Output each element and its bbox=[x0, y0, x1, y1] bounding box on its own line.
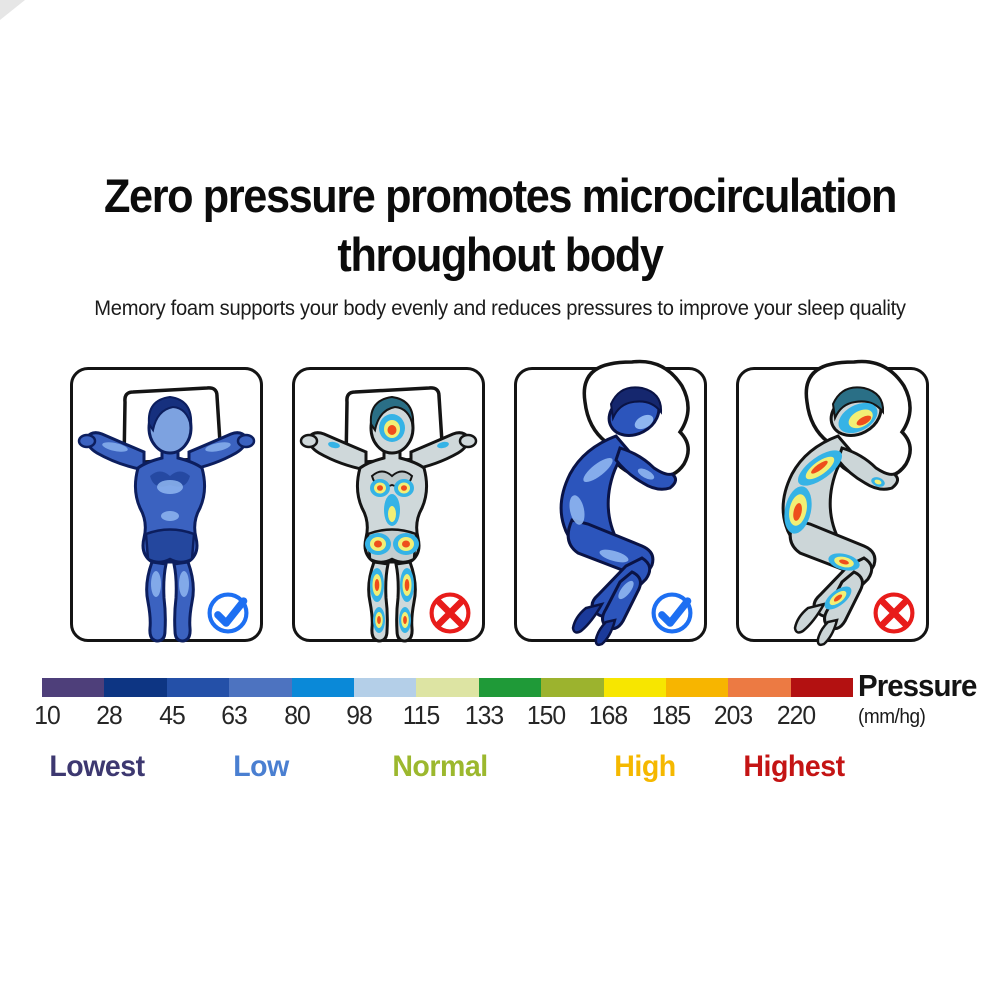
body-figure-back-even-pressure-illustration bbox=[77, 386, 256, 643]
pressure-tick-value: 63 bbox=[221, 700, 248, 730]
body-figure-back-hotspots-illustration bbox=[299, 386, 478, 643]
colorbar-segment bbox=[478, 678, 542, 697]
pressure-tick-value: 98 bbox=[346, 700, 373, 730]
pressure-tick-value: 220 bbox=[776, 700, 815, 730]
pressure-scale: 10 28 45 63 80 98 115 133 150 168 185 203 220 bbox=[34, 678, 854, 730]
pressure-unit-text: (mm/hg) bbox=[858, 706, 926, 728]
colorbar-segment bbox=[603, 678, 666, 697]
title-line-1: Zero pressure promotes microcirculation bbox=[103, 169, 897, 222]
verdict-badge bbox=[427, 590, 473, 636]
verdict-badge bbox=[871, 590, 917, 636]
pressure-category-label: Highest bbox=[743, 750, 845, 783]
colorbar-segment bbox=[42, 678, 105, 697]
pressure-tick-row: 10 28 45 63 80 98 115 133 150 168 185 203 220 bbox=[34, 697, 853, 730]
pressure-tick-value: 45 bbox=[158, 700, 186, 730]
panel-back-hotspots bbox=[292, 367, 485, 643]
colorbar-segment bbox=[790, 678, 854, 697]
colorbar-segment bbox=[728, 678, 791, 697]
pressure-tick-value: 80 bbox=[283, 700, 311, 730]
pressure-colorbar bbox=[42, 678, 854, 697]
panel-side-hotspots bbox=[736, 359, 929, 647]
pressure-tick-value: 168 bbox=[589, 700, 628, 730]
pressure-tick-value: 185 bbox=[651, 700, 691, 730]
pressure-hotspots bbox=[784, 402, 885, 610]
pressure-tick-value: 203 bbox=[714, 700, 753, 730]
colorbar-segment bbox=[353, 678, 417, 697]
panel-side-even-pressure bbox=[514, 359, 707, 647]
verdict-badge bbox=[649, 590, 695, 636]
pressure-tick-value: 28 bbox=[96, 700, 124, 730]
pressure-hotspots bbox=[328, 414, 449, 633]
pressure-category-label: High bbox=[614, 750, 677, 783]
pressure-category-row: Lowest Low Normal High Highest bbox=[42, 750, 853, 784]
panel-back-even-pressure bbox=[70, 367, 263, 643]
colorbar-segment bbox=[104, 678, 167, 697]
colorbar-segment bbox=[229, 678, 292, 697]
corner-cut-decoration bbox=[0, 0, 25, 20]
colorbar-segment bbox=[541, 678, 604, 697]
x-icon bbox=[429, 592, 471, 634]
check-icon bbox=[651, 592, 693, 634]
pressure-tick-value: 115 bbox=[403, 700, 440, 730]
pressure-tick-value: 133 bbox=[464, 700, 504, 730]
verdict-badge bbox=[205, 590, 251, 636]
x-icon bbox=[873, 592, 915, 634]
pressure-category-label: Lowest bbox=[49, 750, 145, 783]
pressure-category-label: Normal bbox=[392, 750, 489, 783]
pressure-category-label: Low bbox=[233, 750, 289, 783]
body-figure-side-hotspots-illustration bbox=[781, 359, 912, 647]
colorbar-segment bbox=[166, 678, 230, 697]
page-subtitle: Memory foam supports your body evenly an… bbox=[94, 297, 906, 320]
pressure-scale-title: Pressure (mm/hg) bbox=[858, 670, 998, 727]
pressure-tick-value: 10 bbox=[34, 700, 61, 730]
body-figure-side-even-pressure-illustration bbox=[559, 359, 690, 647]
pressure-tick-value: 150 bbox=[526, 700, 566, 730]
pressure-title-text: Pressure bbox=[858, 668, 977, 703]
colorbar-segment bbox=[665, 678, 729, 697]
check-icon bbox=[207, 592, 249, 634]
page-title: Zero pressure promotes microcirculation … bbox=[40, 166, 960, 284]
title-line-2: throughout body bbox=[337, 228, 663, 281]
colorbar-segment bbox=[291, 678, 354, 697]
colorbar-segment bbox=[416, 678, 479, 697]
pressure-panels-row bbox=[70, 359, 930, 647]
